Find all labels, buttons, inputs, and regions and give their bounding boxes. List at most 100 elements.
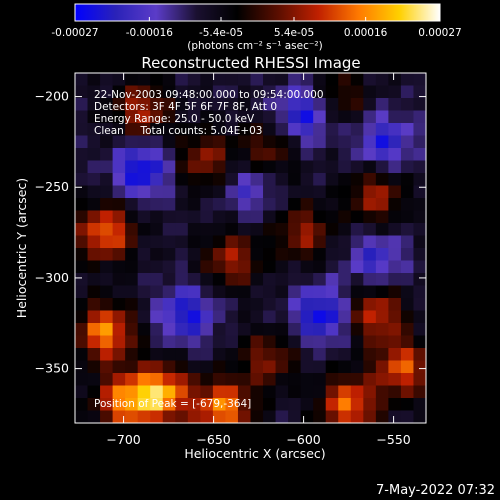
heatmap-cell xyxy=(75,373,88,386)
heatmap-cell xyxy=(200,148,214,161)
heatmap-cell xyxy=(263,160,276,174)
heatmap-cell xyxy=(100,260,114,274)
heatmap-cell xyxy=(125,123,139,136)
heatmap-cell xyxy=(237,360,251,374)
heatmap-cell xyxy=(350,310,364,324)
heatmap-cell xyxy=(313,185,327,199)
heatmap-cell xyxy=(275,160,289,174)
heatmap-cell xyxy=(162,398,176,411)
heatmap-cell xyxy=(137,173,151,186)
heatmap-cell xyxy=(175,360,189,374)
heatmap-cell xyxy=(162,248,176,261)
heatmap-cell xyxy=(400,298,414,311)
heatmap-cell xyxy=(375,173,389,186)
heatmap-cell xyxy=(325,123,339,136)
heatmap-cell xyxy=(162,85,176,99)
heatmap-cell xyxy=(100,198,114,211)
heatmap-cell xyxy=(350,85,364,99)
heatmap-cell xyxy=(313,98,327,111)
heatmap-cell xyxy=(137,335,151,349)
heatmap-cell xyxy=(388,398,402,411)
heatmap-cell xyxy=(237,335,251,349)
heatmap-cell xyxy=(338,298,352,311)
heatmap-cell xyxy=(175,73,189,86)
heatmap-image xyxy=(75,73,427,424)
heatmap-cell xyxy=(325,148,339,161)
heatmap-cell xyxy=(275,385,289,399)
heatmap-cell xyxy=(112,348,126,361)
heatmap-cell xyxy=(87,123,101,136)
heatmap-cell xyxy=(375,398,389,411)
heatmap-cell xyxy=(225,160,239,174)
heatmap-cell xyxy=(175,348,189,361)
heatmap-cell xyxy=(375,223,389,236)
heatmap-cell xyxy=(100,273,114,286)
heatmap-cell xyxy=(87,160,101,174)
heatmap-cell xyxy=(375,348,389,361)
heatmap-cell xyxy=(350,173,364,186)
heatmap-cell xyxy=(212,310,226,324)
y-tick-label: −200 xyxy=(35,89,69,104)
x-tick-label: −550 xyxy=(376,432,410,447)
heatmap-cell xyxy=(212,348,226,361)
heatmap-cell xyxy=(363,348,377,361)
heatmap-cell xyxy=(225,173,239,186)
heatmap-cell xyxy=(313,398,327,411)
heatmap-cell xyxy=(87,385,101,399)
heatmap-cell xyxy=(413,348,427,361)
plot-area: −700 −650 −600 −550 −200 −250 −300 −350 xyxy=(35,72,427,447)
heatmap-cell xyxy=(125,210,139,224)
heatmap-cell xyxy=(112,310,126,324)
heatmap-cell xyxy=(150,98,164,111)
heatmap-cell xyxy=(413,398,427,411)
heatmap-cell xyxy=(263,148,276,161)
heatmap-cell xyxy=(388,110,402,124)
heatmap-cell xyxy=(275,273,289,286)
heatmap-cell xyxy=(375,85,389,99)
heatmap-cell xyxy=(200,198,214,211)
heatmap-cell xyxy=(100,223,114,236)
heatmap-cell xyxy=(363,323,377,336)
heatmap-cell xyxy=(325,173,339,186)
heatmap-cell xyxy=(100,285,114,299)
heatmap-cell xyxy=(200,98,214,111)
heatmap-cell xyxy=(313,273,327,286)
heatmap-cell xyxy=(137,360,151,374)
heatmap-cell xyxy=(350,298,364,311)
heatmap-cell xyxy=(338,123,352,136)
heatmap-cell xyxy=(263,335,276,349)
heatmap-cell xyxy=(175,210,189,224)
heatmap-cell xyxy=(288,298,302,311)
heatmap-cell xyxy=(75,73,88,86)
heatmap-cell xyxy=(137,73,151,86)
heatmap-cell xyxy=(225,285,239,299)
heatmap-cell xyxy=(413,360,427,374)
heatmap-cell xyxy=(200,335,214,349)
heatmap-cell xyxy=(413,285,427,299)
heatmap-cell xyxy=(313,373,327,386)
heatmap-cell xyxy=(237,135,251,149)
heatmap-cell xyxy=(313,285,327,299)
heatmap-cell xyxy=(263,223,276,236)
heatmap-cell xyxy=(250,210,264,224)
heatmap-cell xyxy=(250,123,264,136)
heatmap-cell xyxy=(200,85,214,99)
heatmap-cell xyxy=(250,98,264,111)
heatmap-cell xyxy=(112,335,126,349)
heatmap-cell xyxy=(200,398,214,411)
heatmap-cell xyxy=(187,235,201,249)
heatmap-cell xyxy=(350,285,364,299)
heatmap-cell xyxy=(125,160,139,174)
heatmap-cell xyxy=(237,285,251,299)
heatmap-cell xyxy=(200,310,214,324)
heatmap-cell xyxy=(325,160,339,174)
heatmap-cell xyxy=(338,73,352,86)
heatmap-cell xyxy=(237,198,251,211)
heatmap-cell xyxy=(388,235,402,249)
heatmap-cell xyxy=(162,160,176,174)
heatmap-cell xyxy=(137,198,151,211)
heatmap-cell xyxy=(237,385,251,399)
heatmap-cell xyxy=(400,323,414,336)
heatmap-cell xyxy=(137,398,151,411)
heatmap-cell xyxy=(300,248,314,261)
